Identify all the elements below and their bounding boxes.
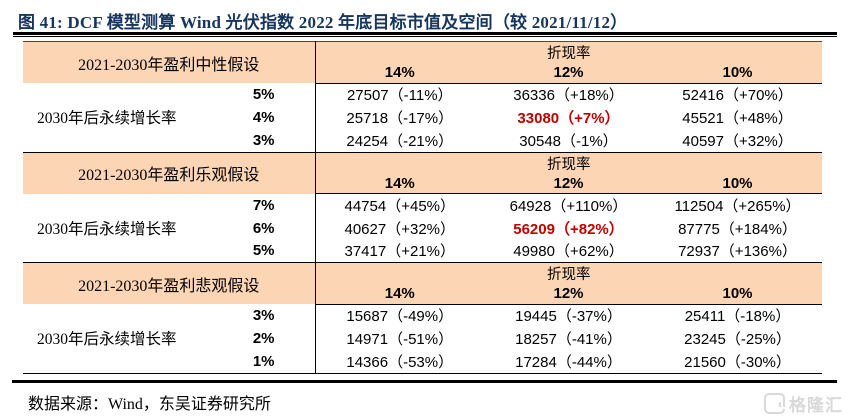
target-value: 87775（+184%） bbox=[678, 220, 797, 238]
discount-rate-header: 折现率 bbox=[315, 41, 823, 63]
discount-rate-value: 14% bbox=[315, 63, 484, 84]
target-value: 15687（-49%） bbox=[346, 308, 454, 326]
data-source: 数据来源：Wind，东吴证券研究所 bbox=[28, 396, 271, 413]
gelonghui-watermark: 格隆汇 bbox=[764, 391, 843, 416]
target-value: 14971（-51%） bbox=[346, 331, 454, 348]
growth-rate-value: 3% bbox=[233, 129, 316, 152]
target-value: 36336（+18%） bbox=[513, 87, 624, 105]
growth-rate-row-header: 2030年后永续增长率 bbox=[37, 110, 177, 128]
growth-rate-value: 6% bbox=[233, 216, 316, 240]
discount-rate-value: 12% bbox=[484, 63, 653, 84]
target-value: 40627（+32%） bbox=[344, 220, 456, 238]
figure-title: 图 41: DCF 模型测算 Wind 光伏指数 2022 年底目标市值及空间（… bbox=[18, 13, 628, 32]
watermark-text: 格隆汇 bbox=[789, 396, 843, 416]
growth-rate-value: 3% bbox=[233, 304, 316, 327]
title-divider-thick-line bbox=[13, 32, 837, 35]
table-bottom-divider bbox=[12, 380, 837, 383]
discount-rate-header: 折现率 bbox=[315, 151, 823, 174]
target-value: 49980（+62%） bbox=[513, 243, 624, 261]
target-value: 25411（-18%） bbox=[684, 308, 791, 326]
target-value: 30548（-1%） bbox=[519, 132, 618, 150]
target-value: 17284（-44%） bbox=[515, 353, 622, 371]
target-value: 40597（+32%） bbox=[682, 132, 793, 150]
growth-rate-value: 5% bbox=[233, 239, 316, 263]
target-value: 52416（+70%） bbox=[682, 87, 793, 105]
growth-rate-value: 2% bbox=[233, 327, 316, 350]
target-value-highlighted: 33080（+7%） bbox=[517, 110, 620, 127]
target-value: 25718（-17%） bbox=[346, 110, 454, 127]
title-divider bbox=[13, 32, 837, 38]
target-value: 37417（+21%） bbox=[344, 243, 456, 261]
target-value: 24254（-21%） bbox=[346, 132, 454, 150]
target-value: 21560（-30%） bbox=[684, 353, 791, 371]
target-value-highlighted: 56209（+82%） bbox=[513, 220, 624, 238]
section-label: 2021-2030年盈利中性假设 bbox=[23, 41, 316, 83]
dcf-sensitivity-table: 2021-2030年盈利中性假设 折现率 14% 12% 10% 2030年后永续增长率 5… bbox=[23, 41, 823, 374]
section-label: 2021-2030年盈利乐观假设 bbox=[23, 151, 316, 194]
section-label: 2021-2030年盈利悲观假设 bbox=[23, 262, 316, 304]
target-value: 18257（-41%） bbox=[515, 331, 622, 348]
discount-rate-value: 14% bbox=[315, 284, 484, 305]
target-value: 27507（-11%） bbox=[346, 87, 453, 105]
discount-rate-value: 10% bbox=[653, 63, 823, 84]
target-value: 44754（+45%） bbox=[344, 197, 456, 215]
target-value: 72937（+136%） bbox=[678, 243, 797, 261]
growth-rate-value: 7% bbox=[233, 193, 316, 217]
target-value: 23245（-25%） bbox=[684, 331, 791, 348]
discount-rate-header: 折现率 bbox=[315, 262, 823, 284]
growth-rate-value: 1% bbox=[233, 350, 316, 373]
growth-rate-row-header: 2030年后永续增长率 bbox=[37, 220, 177, 238]
discount-rate-value: 12% bbox=[484, 173, 653, 194]
discount-rate-value: 12% bbox=[484, 284, 653, 305]
growth-rate-value: 4% bbox=[233, 106, 316, 129]
target-value: 19445（-37%） bbox=[515, 308, 622, 326]
discount-rate-value: 10% bbox=[653, 173, 823, 194]
title-divider-thin-line bbox=[13, 36, 837, 38]
target-value: 112504（+265%） bbox=[674, 197, 801, 215]
target-value: 64928（+110%） bbox=[509, 197, 628, 215]
gelonghui-logo-icon bbox=[764, 393, 786, 414]
target-value: 14366（-53%） bbox=[346, 353, 454, 371]
target-value: 45521（+48%） bbox=[682, 110, 793, 127]
growth-rate-row-header: 2030年后永续增长率 bbox=[37, 331, 177, 349]
discount-rate-value: 14% bbox=[315, 173, 484, 194]
growth-rate-value: 5% bbox=[233, 83, 316, 106]
discount-rate-value: 10% bbox=[653, 284, 823, 305]
